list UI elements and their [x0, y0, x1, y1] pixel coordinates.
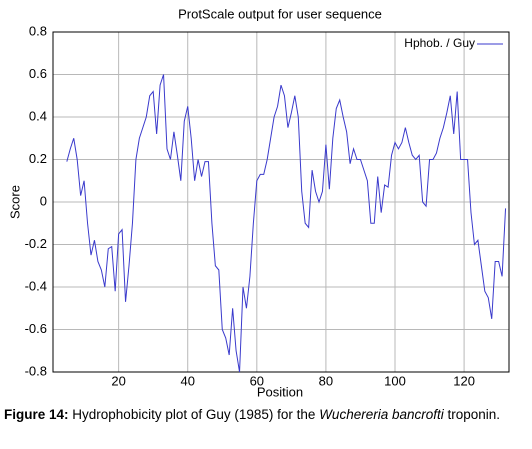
chart: ProtScale output for user sequence Posit…: [7, 6, 510, 399]
x-tick-label: 120: [453, 373, 475, 388]
data-line: [66, 74, 507, 373]
caption-species: Wuchereria bancrofti: [319, 407, 444, 422]
y-axis-label: Score: [7, 185, 22, 219]
y-tick-label: -0.8: [25, 363, 47, 378]
x-tick-label: 40: [180, 373, 194, 388]
caption: Figure 14: Hydrophobicity plot of Guy (1…: [4, 405, 526, 424]
x-tick-label: 20: [111, 373, 125, 388]
x-tick-label: 60: [250, 373, 264, 388]
plot-frame: [52, 31, 510, 373]
caption-text: Hydrophobicity plot of Guy (1985) for th…: [72, 407, 316, 422]
legend-label: Hphob. / Guy: [404, 36, 475, 50]
y-tick-label: -0.6: [25, 321, 47, 336]
y-tick-label: 0.2: [29, 151, 47, 166]
y-tick-label: 0.8: [29, 23, 47, 38]
y-tick-label: 0.6: [29, 66, 47, 81]
y-tick-label: -0.2: [25, 236, 47, 251]
chart-title: ProtScale output for user sequence: [178, 6, 382, 21]
x-tick-label: 80: [319, 373, 333, 388]
y-tick-label: 0.4: [29, 108, 47, 123]
y-tick-label: -0.4: [25, 278, 47, 293]
x-axis-label: Position: [257, 384, 303, 399]
caption-label: Figure 14:: [4, 407, 69, 422]
caption-end: troponin.: [447, 407, 501, 422]
x-tick-label: 100: [384, 373, 406, 388]
y-tick-label: 0: [40, 193, 47, 208]
